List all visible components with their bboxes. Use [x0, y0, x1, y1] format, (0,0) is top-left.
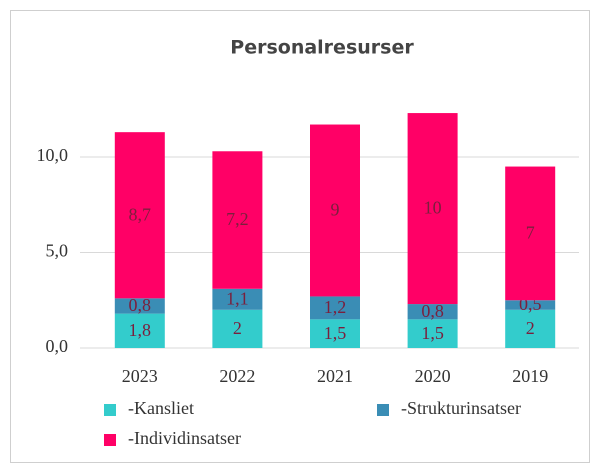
x-tick-label: 2020 [415, 366, 451, 386]
bar-segment [407, 319, 458, 348]
data-label: 1,1 [226, 288, 249, 308]
x-tick-label: 2023 [122, 366, 158, 386]
bar-segment [212, 309, 263, 348]
bar-segment [505, 166, 556, 301]
data-label: 1,2 [324, 297, 347, 317]
bar-segment [310, 319, 360, 348]
legend-swatch [104, 404, 116, 416]
bar-segment [212, 151, 263, 289]
legend-swatch [104, 434, 116, 446]
data-label: 1,5 [421, 323, 444, 343]
data-label: 1,8 [129, 320, 152, 340]
x-tick-label: 2019 [512, 366, 548, 386]
data-label: 7,2 [226, 209, 249, 229]
data-label: 1,5 [324, 323, 347, 343]
bar-segment [114, 313, 165, 348]
y-tick-label: 10,0 [37, 145, 69, 165]
x-tick-label: 2022 [219, 366, 255, 386]
chart-frame [10, 10, 590, 463]
chart-title: Personalresurser [230, 37, 414, 59]
bar-segment [407, 304, 458, 320]
bar-segment [310, 296, 360, 320]
y-tick-label: 0,0 [46, 336, 69, 356]
bar-segment [407, 113, 458, 305]
bar-segment [505, 309, 556, 348]
data-label: 0,8 [421, 301, 444, 321]
data-label: 2 [526, 318, 535, 338]
legend-label: -Individinsatser [128, 428, 241, 448]
bar-segment [310, 124, 360, 297]
data-label: 10 [424, 198, 442, 218]
bar-segment [114, 132, 165, 299]
data-label: 0,8 [129, 295, 152, 315]
legend-swatch [377, 404, 389, 416]
data-label: 2 [233, 318, 242, 338]
bar-segment [505, 300, 556, 310]
data-label: 9 [331, 200, 340, 220]
bar-segment [212, 288, 263, 310]
legend-label: -Strukturinsatser [401, 398, 521, 418]
data-label: 7 [526, 223, 535, 243]
legend-label: -Kansliet [128, 398, 194, 418]
bar-segment [114, 298, 165, 314]
data-label: 8,7 [129, 204, 152, 224]
y-tick-label: 5,0 [46, 241, 69, 261]
x-tick-label: 2021 [317, 366, 353, 386]
